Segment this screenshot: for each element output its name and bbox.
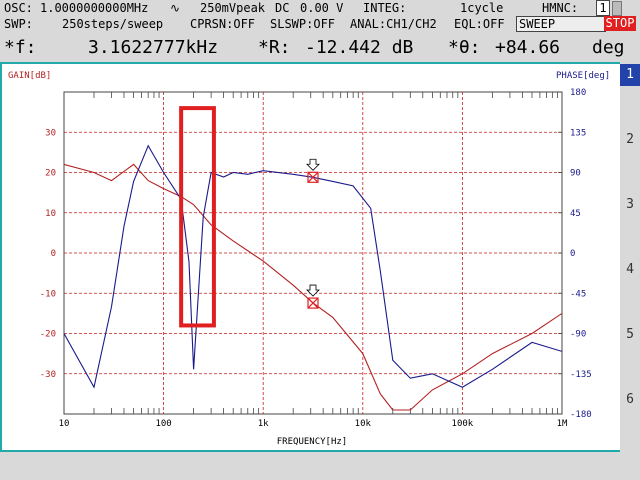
phase-tick-label: 135 [570,128,586,138]
osc-frequency: 1.0000000000MHz [40,1,149,15]
phase-tick-label: 0 [570,249,575,259]
trace-tab-2[interactable]: 2 [626,132,634,147]
highlight-box [179,106,216,328]
marker-arrow-icon [306,284,320,297]
sweep-button[interactable]: SWEEP [516,16,606,32]
phase-tick-label: -180 [570,410,592,420]
freq-readout-value: 3.1622777kHz [88,37,219,58]
gain-tick-label: -30 [40,370,56,380]
phase-readout-value: +84.66 [495,37,561,58]
gain-readout-label: *R: [258,37,291,58]
slswp-status: SLSWP:OFF [270,17,336,31]
status-row-osc: OSC: 1.0000000000MHz ∿ 250mVpeak DC 0.00… [0,0,640,16]
eql-status: EQL:OFF [454,17,505,31]
sine-wave-icon: ∿ [170,1,181,15]
gain-tick-label: -10 [40,289,56,299]
dc-value: 0.00 V [300,1,344,15]
x-tick-label: 100k [452,419,474,429]
frequency-axis-label: FREQUENCY[Hz] [277,437,347,447]
gain-axis-label: GAIN[dB] [8,71,51,81]
trace-tab-1[interactable]: 1 [620,64,640,86]
stop-button[interactable]: STOP [604,16,636,31]
phase-tick-label: 90 [570,169,581,179]
phase-trace [64,144,562,389]
hmnc-scroll-icon[interactable] [612,1,622,16]
plot-frame [63,91,563,415]
trace-tab-6[interactable]: 6 [626,392,634,407]
trace-tab-4[interactable]: 4 [626,262,634,277]
status-row-sweep: SWP: 250steps/sweep CPRSN:OFF SLSWP:OFF … [0,16,640,32]
marker-box [307,171,319,183]
hmnc-label: HMNC: [542,1,579,15]
integ-value: 1cycle [460,1,504,15]
swp-value: 250steps/sweep [62,17,164,31]
x-tick-label: 10k [355,419,372,429]
gain-tick-label: 10 [45,209,56,219]
bottom-bar [0,452,640,480]
phase-readout-unit: deg [592,37,625,58]
gain-readout-value: -12.442 dB [305,37,414,58]
phase-tick-label: 180 [570,88,586,98]
swp-label: SWP: [4,17,33,31]
phase-axis-label: PHASE[deg] [556,71,610,81]
hmnc-value-box[interactable]: 1 [596,0,610,16]
x-tick-label: 100 [155,419,171,429]
trace-tab-3[interactable]: 3 [626,197,634,212]
gain-tick-label: 20 [45,169,56,179]
bode-plot-panel[interactable]: GAIN[dB] PHASE[deg] FREQUENCY[Hz] 10 100 1… [0,62,620,452]
x-tick-label: 1M [557,419,568,429]
cprsn-status: CPRSN:OFF [190,17,256,31]
phase-tick-label: -45 [570,289,586,299]
gain-tick-label: -20 [40,330,56,340]
phase-tick-label: 45 [570,209,581,219]
bode-plot[interactable]: GAIN[dB] PHASE[deg] FREQUENCY[Hz] 10 100 1… [2,64,618,450]
x-tick-label: 10 [59,419,70,429]
marker-cross [307,297,319,309]
freq-readout-label: *f: [4,37,37,58]
trace-tab-5[interactable]: 5 [626,327,634,342]
x-tick-label: 1k [258,419,269,429]
osc-label: OSC: [4,1,33,15]
marker-box [307,297,319,309]
phase-readout-label: *θ: [448,37,481,58]
gain-tick-label: 30 [45,128,56,138]
marker-arrow-icon [306,158,320,171]
gain-trace [64,163,562,411]
amplitude-value: 250mVpeak [200,1,266,15]
phase-tick-label: -135 [570,370,592,380]
marker-cross [307,171,319,183]
marker-readout: *f: 3.1622777kHz *R: -12.442 dB *θ: +84.… [0,34,640,62]
phase-tick-label: -90 [570,330,586,340]
integ-label: INTEG: [363,1,407,15]
dc-label: DC [275,1,290,15]
trace-tab-bar: 1 2 3 4 5 6 [620,62,640,452]
gain-tick-label: 0 [51,249,56,259]
anal-status: ANAL:CH1/CH2 [350,17,437,31]
